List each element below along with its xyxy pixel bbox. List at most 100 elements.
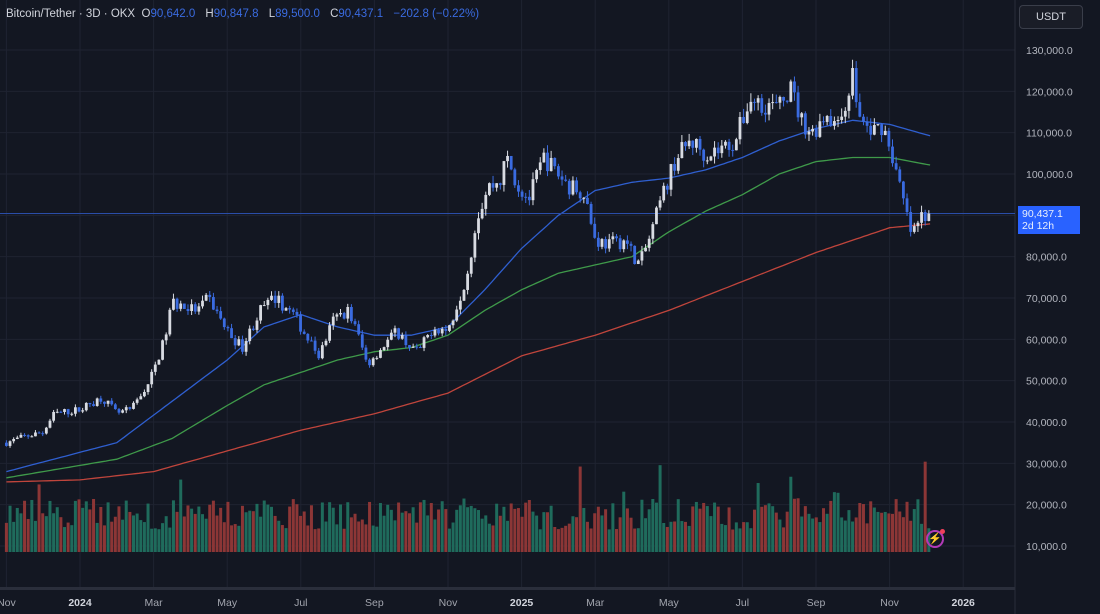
- candle-up: [811, 128, 815, 132]
- candle-up: [488, 183, 491, 195]
- volume-bar: [215, 515, 219, 552]
- volume-bar: [516, 508, 520, 552]
- volume-bar: [535, 515, 539, 552]
- volume-bar: [829, 500, 833, 552]
- volume-bar: [883, 511, 887, 552]
- moving-average-line: [6, 156, 931, 479]
- volume-bar: [251, 511, 255, 552]
- candle-down: [560, 176, 564, 180]
- candle-up: [393, 328, 397, 333]
- volume-bar: [106, 502, 110, 552]
- candle-down: [684, 142, 687, 147]
- candle-down: [498, 183, 502, 185]
- candle-up: [161, 340, 164, 360]
- candle-up: [270, 295, 273, 300]
- volume-bar: [23, 500, 27, 552]
- candle-up: [927, 213, 931, 221]
- volume-bar: [858, 503, 862, 552]
- volume-bar: [745, 522, 749, 552]
- y-tick-label: 50,000.0: [1026, 376, 1067, 388]
- candle-down: [517, 185, 520, 192]
- volume-bar: [447, 528, 451, 552]
- candle-up: [400, 335, 404, 339]
- candle-down: [829, 116, 833, 126]
- candle-up: [651, 224, 655, 239]
- volume-bar: [41, 513, 45, 552]
- volume-bar: [273, 515, 277, 552]
- candle-up: [658, 200, 662, 208]
- candle-up: [466, 273, 470, 290]
- volume-bar: [99, 507, 103, 552]
- volume-bar: [295, 504, 299, 552]
- y-tick-label: 60,000.0: [1026, 334, 1067, 346]
- close-value: 90,437.1: [338, 8, 384, 20]
- volume-bar: [716, 506, 720, 552]
- candle-up: [12, 438, 16, 442]
- volume-bar: [861, 504, 865, 552]
- volume-bar: [364, 524, 368, 552]
- candle-down: [88, 402, 92, 405]
- volume-bar: [201, 514, 205, 552]
- volume-bar: [720, 523, 724, 552]
- candle-up: [237, 339, 241, 346]
- x-tick-label: Nov: [880, 597, 899, 609]
- volume-bar: [153, 528, 157, 552]
- volume-bar: [77, 499, 81, 552]
- volume-bar: [378, 503, 382, 552]
- volume-bar: [771, 506, 775, 552]
- candle-up: [426, 335, 430, 338]
- candle-down: [796, 92, 800, 118]
- candle-down: [618, 238, 622, 250]
- volume-bar: [30, 499, 34, 552]
- volume-bar: [135, 513, 139, 552]
- volume-bar: [288, 506, 292, 552]
- volume-bar: [397, 502, 401, 552]
- volume-bar: [48, 500, 52, 552]
- candle-down: [208, 294, 212, 298]
- volume-bar: [208, 504, 212, 552]
- candle-up: [745, 111, 749, 123]
- volume-bar: [647, 509, 651, 552]
- candle-down: [604, 239, 608, 249]
- y-tick-label: 130,000.0: [1026, 45, 1073, 57]
- candle-up: [495, 183, 499, 188]
- volume-bar: [596, 506, 600, 552]
- lightning-icon[interactable]: ⚡: [926, 529, 945, 548]
- candle-up: [912, 226, 916, 232]
- volume-bar: [429, 503, 433, 552]
- volume-bar: [912, 509, 916, 552]
- volume-bar: [753, 509, 757, 552]
- candle-down: [291, 309, 295, 312]
- candle-up: [676, 158, 680, 171]
- candle-up: [411, 346, 415, 348]
- candle-down: [37, 432, 41, 434]
- candle-down: [894, 163, 898, 170]
- candle-up: [172, 298, 175, 310]
- candle-up: [535, 170, 539, 180]
- x-tick-label: Jul: [736, 597, 749, 609]
- candle-up: [440, 328, 444, 334]
- candle-down: [665, 185, 669, 190]
- candle-up: [778, 96, 782, 103]
- volume-bar: [611, 503, 615, 552]
- volume-bar: [909, 520, 913, 552]
- volume-bar: [749, 528, 753, 552]
- candle-up: [756, 98, 760, 103]
- candle-down: [342, 313, 346, 319]
- volume-bar: [865, 523, 869, 552]
- volume-bar: [262, 500, 266, 552]
- volume-bar: [164, 516, 168, 552]
- candle-down: [909, 211, 913, 232]
- candle-up: [153, 364, 157, 372]
- candle-down: [491, 183, 495, 188]
- volume-bar: [4, 522, 8, 552]
- candle-up: [84, 402, 88, 411]
- candle-down: [113, 404, 117, 410]
- candle-up: [549, 157, 553, 172]
- volume-bar: [368, 501, 372, 552]
- candle-down: [880, 124, 884, 136]
- candle-up: [168, 309, 172, 335]
- volume-bar: [182, 516, 186, 552]
- currency-button[interactable]: USDT: [1019, 5, 1083, 29]
